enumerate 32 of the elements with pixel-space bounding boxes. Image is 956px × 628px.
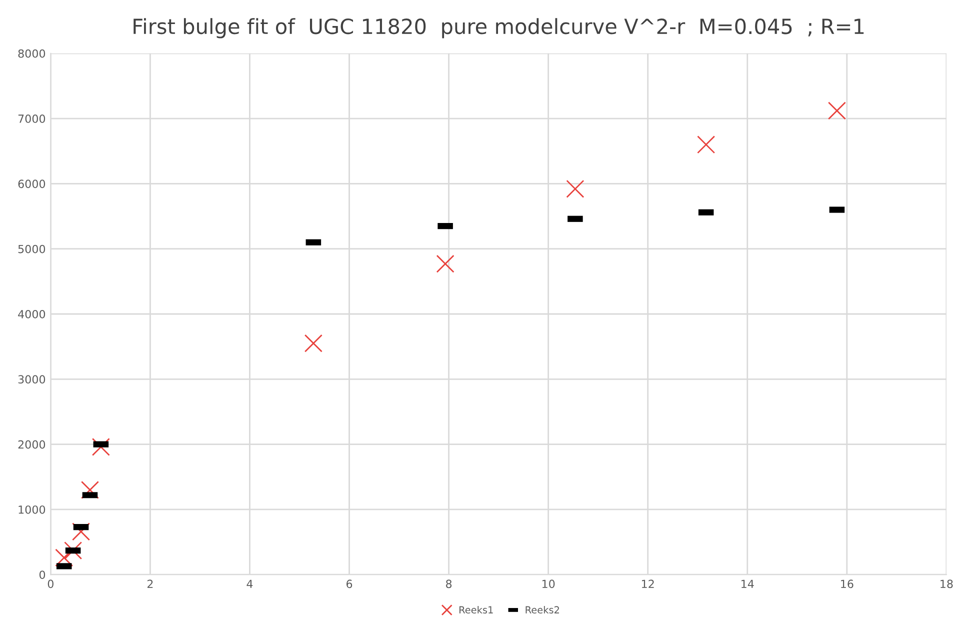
y-tick-label: 4000 xyxy=(18,310,46,318)
x-tick-label: 0 xyxy=(48,580,54,588)
y-tick-label: 5000 xyxy=(18,244,46,254)
y-tick-label: 3000 xyxy=(18,375,46,384)
point xyxy=(55,548,74,567)
point xyxy=(72,522,90,541)
point xyxy=(92,438,110,456)
x-tick-label: 12 xyxy=(642,580,654,588)
x-tick-label: 16 xyxy=(841,580,854,588)
point xyxy=(304,334,322,352)
y-tick-label: 7000 xyxy=(18,114,46,123)
x-tick-label: 8 xyxy=(446,580,452,588)
y-tick-label: 0 xyxy=(39,570,46,579)
x-tick-label: 10 xyxy=(542,580,555,588)
chart-title: First bulge fit of UGC 11820 pure modelcurve V^2-r M=0.045 ; R=1 xyxy=(134,18,864,38)
point xyxy=(828,102,846,120)
point xyxy=(64,541,82,560)
point xyxy=(80,480,100,499)
x-tick-label: 2 xyxy=(147,580,153,588)
point xyxy=(566,180,584,198)
y-tick-label: 6000 xyxy=(18,180,46,188)
point xyxy=(697,136,716,154)
y-tick-label: 1000 xyxy=(18,505,46,514)
y-tick-label: 8000 xyxy=(18,49,46,58)
y-tick-label: 2000 xyxy=(18,440,46,449)
x-tick-label: 14 xyxy=(742,580,754,588)
legend-label: Reeks1 xyxy=(459,606,493,614)
x-tick-label: 4 xyxy=(246,580,253,588)
x-tick-label: 6 xyxy=(346,580,352,588)
point xyxy=(436,254,454,273)
x-tick-label: 18 xyxy=(940,580,953,588)
legend-label: Reeks2 xyxy=(526,606,559,614)
